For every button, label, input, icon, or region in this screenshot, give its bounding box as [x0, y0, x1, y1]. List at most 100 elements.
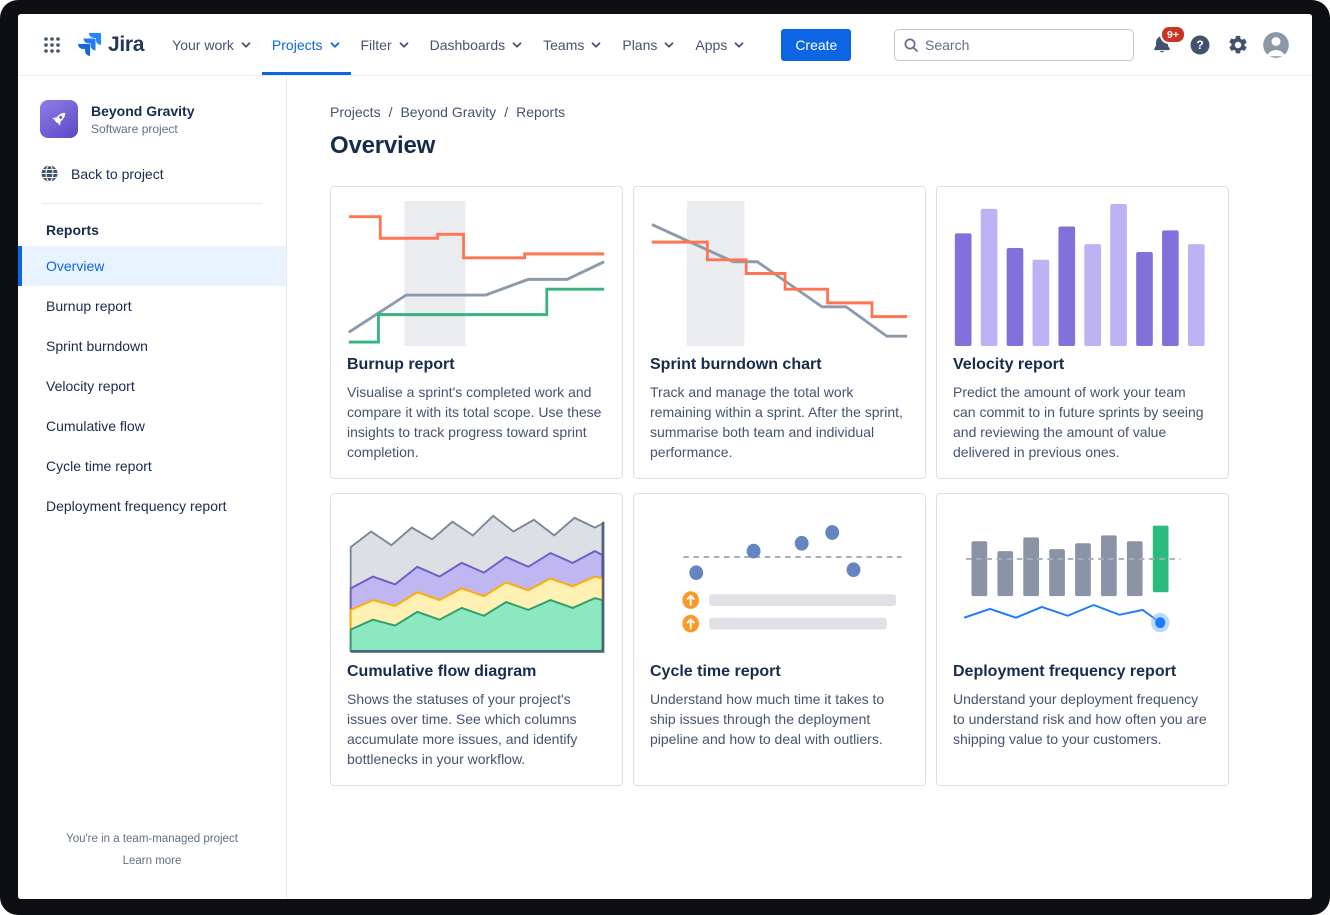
sidebar-footer: You're in a team-managed project Learn m…: [18, 833, 286, 869]
reports-nav: Overview Burnup report Sprint burndown V…: [18, 246, 286, 526]
cumulative-flow-thumbnail: [347, 508, 606, 653]
card-description: Predict the amount of work your team can…: [953, 384, 1204, 460]
top-navigation: Jira Your work Projects Filter Dashboard…: [18, 14, 1312, 76]
nav-apps[interactable]: Apps: [685, 14, 755, 75]
rocket-icon: [52, 112, 66, 126]
breadcrumb-project-name[interactable]: Beyond Gravity: [400, 104, 497, 120]
chevron-down-icon: [512, 41, 522, 48]
project-type: Software project: [91, 121, 178, 136]
project-info: Beyond Gravity Software project: [91, 103, 194, 136]
chevron-down-icon: [241, 41, 251, 48]
sidebar-item-cycle-time-report[interactable]: Cycle time report: [46, 458, 152, 474]
search-input[interactable]: [925, 36, 1125, 53]
jira-logo[interactable]: Jira: [78, 33, 144, 57]
breadcrumb: Projects / Beyond Gravity / Reports: [330, 104, 1312, 120]
card-description: Shows the statuses of your project's iss…: [347, 691, 578, 767]
nav-teams[interactable]: Teams: [533, 14, 612, 75]
back-to-project-label: Back to project: [71, 165, 164, 182]
avatar-icon: [1263, 31, 1289, 58]
jira-logo-icon: [78, 33, 101, 56]
cycle-time-thumbnail: [650, 508, 909, 653]
chevron-down-icon: [734, 41, 744, 48]
card-description: Understand how much time it takes to shi…: [650, 691, 885, 747]
back-to-project-link[interactable]: Back to project: [40, 164, 286, 183]
nav-filter-label: Filter: [360, 36, 392, 53]
svg-text:?: ?: [1196, 38, 1203, 52]
burndown-chart-thumbnail: [650, 201, 909, 346]
topnav-right-icons: 9+ ?: [1146, 24, 1292, 61]
notifications-button[interactable]: 9+: [1146, 24, 1186, 61]
project-name: Beyond Gravity: [91, 102, 195, 119]
breadcrumb-separator: /: [388, 104, 393, 120]
card-title: Cumulative flow diagram: [347, 663, 537, 680]
card-title: Velocity report: [953, 356, 1065, 373]
report-card-velocity[interactable]: Velocity report Predict the amount of wo…: [936, 186, 1229, 479]
sidebar-item-sprint-burndown[interactable]: Sprint burndown: [46, 338, 148, 354]
help-button[interactable]: ?: [1184, 29, 1216, 61]
card-description: Understand your deployment frequency to …: [953, 691, 1207, 747]
globe-icon: [41, 164, 58, 183]
sidebar-item-velocity-report[interactable]: Velocity report: [46, 378, 135, 394]
nav-apps-label: Apps: [695, 36, 728, 53]
reports-section-title: Reports: [46, 222, 99, 238]
card-title: Burnup report: [347, 356, 455, 373]
card-title: Deployment frequency report: [953, 663, 1177, 680]
deployment-frequency-thumbnail: [953, 508, 1212, 653]
sidebar-item-deployment-frequency-report[interactable]: Deployment frequency report: [46, 498, 227, 514]
project-avatar: [40, 100, 78, 138]
card-title: Sprint burndown chart: [650, 356, 822, 373]
report-card-cumulative-flow[interactable]: Cumulative flow diagram Shows the status…: [330, 493, 623, 786]
settings-button[interactable]: [1222, 29, 1254, 61]
sidebar: Beyond Gravity Software project Back to …: [18, 76, 287, 899]
create-button[interactable]: Create: [781, 28, 852, 61]
breadcrumb-reports[interactable]: Reports: [516, 104, 566, 120]
breadcrumb-projects[interactable]: Projects: [330, 104, 381, 120]
search-icon: [904, 38, 918, 52]
sidebar-item-burnup-report[interactable]: Burnup report: [46, 298, 132, 314]
chevron-down-icon: [664, 41, 674, 48]
chevron-down-icon: [399, 41, 409, 48]
app-page: Jira Your work Projects Filter Dashboard…: [18, 14, 1312, 899]
sidebar-item-overview[interactable]: Overview: [18, 246, 286, 286]
app-body: Beyond Gravity Software project Back to …: [18, 76, 1312, 899]
nav-filter[interactable]: Filter: [351, 14, 420, 75]
primary-nav: Your work Projects Filter Dashboards Tea…: [162, 14, 755, 75]
velocity-chart-thumbnail: [953, 201, 1212, 346]
jira-logo-text: Jira: [108, 32, 145, 56]
notification-badge: 9+: [1160, 24, 1186, 44]
report-card-deployment-frequency[interactable]: Deployment frequency report Understand y…: [936, 493, 1229, 786]
chevron-down-icon: [330, 41, 339, 48]
help-icon: ?: [1190, 35, 1210, 54]
card-title: Cycle time report: [650, 663, 781, 680]
app-grid-icon: [44, 36, 60, 53]
card-description: Visualise a sprint's completed work and …: [347, 384, 602, 460]
project-header: Beyond Gravity Software project: [18, 100, 286, 138]
gear-icon: [1229, 35, 1247, 53]
nav-your-work-label: Your work: [172, 36, 234, 53]
search-box[interactable]: [894, 28, 1134, 61]
nav-plans-label: Plans: [622, 36, 658, 53]
nav-your-work[interactable]: Your work: [162, 14, 262, 75]
nav-projects[interactable]: Projects: [261, 14, 351, 75]
chevron-down-icon: [591, 41, 601, 48]
nav-projects-label: Projects: [271, 36, 323, 53]
sidebar-item-cumulative-flow[interactable]: Cumulative flow: [46, 418, 145, 434]
burnup-chart-thumbnail: [347, 201, 606, 346]
nav-teams-label: Teams: [543, 36, 585, 53]
nav-dashboards-label: Dashboards: [429, 36, 506, 53]
report-cards-grid: Burnup report Visualise a sprint's compl…: [330, 186, 1312, 786]
report-card-cycle-time[interactable]: Cycle time report Understand how much ti…: [633, 493, 926, 786]
report-card-burnup[interactable]: Burnup report Visualise a sprint's compl…: [330, 186, 623, 479]
learn-more-link[interactable]: Learn more: [122, 855, 182, 867]
main-content: Projects / Beyond Gravity / Reports Over…: [287, 76, 1312, 899]
sidebar-divider: [42, 203, 262, 204]
app-switcher-button[interactable]: [36, 29, 68, 61]
nav-plans[interactable]: Plans: [612, 14, 685, 75]
breadcrumb-separator: /: [504, 104, 509, 120]
card-description: Track and manage the total work remainin…: [650, 384, 903, 460]
page-title: Overview: [330, 132, 436, 159]
report-card-sprint-burndown[interactable]: Sprint burndown chart Track and manage t…: [633, 186, 926, 479]
profile-button[interactable]: [1260, 29, 1292, 61]
nav-dashboards[interactable]: Dashboards: [420, 14, 534, 75]
team-managed-note: You're in a team-managed project: [66, 833, 238, 845]
